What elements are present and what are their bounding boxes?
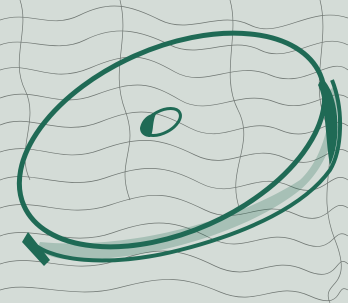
- drawing: [0, 0, 348, 303]
- page: [0, 0, 348, 303]
